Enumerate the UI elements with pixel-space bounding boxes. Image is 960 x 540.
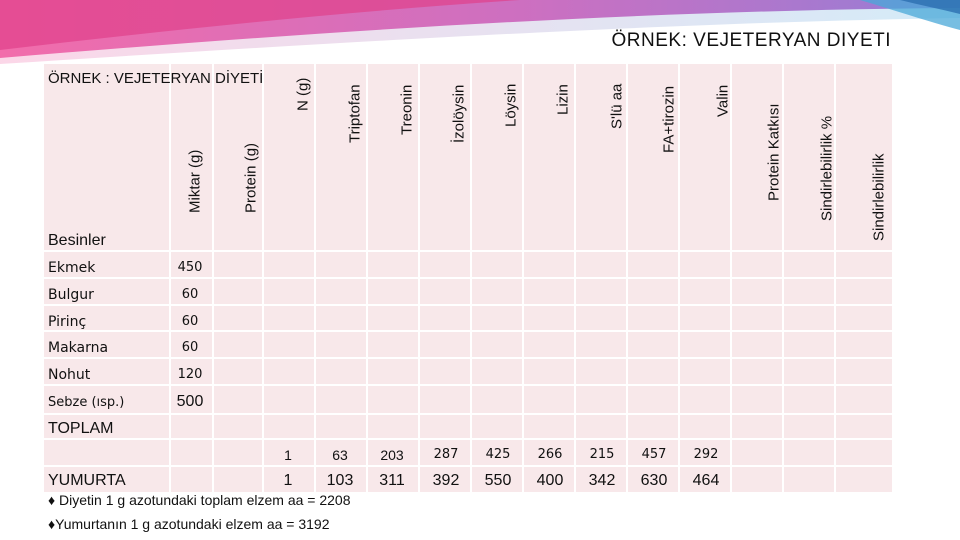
column-header-miktar: Miktar (g) — [170, 64, 220, 232]
column-header-label: Löysin — [502, 83, 520, 127]
total-value: 425 — [485, 447, 511, 462]
column-header-n: N (g) — [278, 64, 328, 232]
total-value: 1 — [284, 447, 292, 463]
food-amount: 60 — [181, 340, 199, 355]
column-header-lizin: Lizin — [538, 64, 588, 232]
column-header-loysin: Löysin — [486, 64, 536, 232]
column-header-label: FA+tirozin — [660, 85, 678, 153]
column-header-label: Sindirlebilirlik % — [818, 115, 836, 221]
total-value: 457 — [641, 447, 667, 462]
yumurta-value: 464 — [692, 472, 720, 489]
food-amount: 500 — [176, 393, 204, 410]
total-value: 266 — [537, 447, 563, 462]
grid-line — [44, 384, 892, 386]
note-egg-essential-aa: ♦Yumurtanın 1 g azotundaki elzem aa = 31… — [48, 516, 330, 532]
column-header-label: Protein (g) — [242, 142, 260, 213]
yumurta-value: 1 — [283, 472, 293, 489]
column-header-slu-aa: S'lü aa — [592, 64, 642, 232]
column-header-fa-tirozin: FA+tirozin — [644, 64, 694, 232]
total-value: 287 — [433, 447, 459, 462]
column-header-label: Treonin — [398, 84, 416, 135]
food-amount: 120 — [177, 367, 203, 382]
yumurta-value: 342 — [588, 472, 616, 489]
column-header-label: Protein Katkısı — [765, 103, 783, 201]
grid-line — [44, 304, 892, 306]
grid-line — [44, 465, 892, 467]
food-name: Bulgur — [48, 287, 94, 303]
column-header-valin: Valin — [698, 64, 748, 232]
diet-table: ÖRNEK : VEJETERYAN DİYETİ Miktar (g) Pro… — [44, 64, 892, 492]
column-header-label: N (g) — [294, 77, 312, 111]
yumurta-label: YUMURTA — [48, 472, 126, 489]
food-name: Nohut — [48, 367, 91, 383]
column-header-protein: Protein (g) — [226, 64, 276, 232]
yumurta-value: 550 — [484, 472, 512, 489]
column-header-label: Valin — [714, 84, 732, 117]
column-header-label: Lizin — [554, 84, 572, 115]
grid-line — [44, 413, 892, 415]
food-amount: 450 — [177, 260, 203, 275]
yumurta-value: 103 — [326, 472, 354, 489]
column-header-protein-katkisi: Protein Katkısı — [749, 64, 799, 232]
total-value: 292 — [693, 447, 719, 462]
food-name: Makarna — [48, 340, 109, 356]
food-name: Ekmek — [48, 260, 96, 276]
grid-line — [44, 250, 892, 252]
grid-line — [44, 330, 892, 332]
yumurta-value: 400 — [536, 472, 564, 489]
column-header-treonin: Treonin — [382, 64, 432, 232]
total-label: TOPLAM — [48, 420, 114, 437]
column-header-sindirilebilirlik: Sindirlebilirlik — [854, 64, 904, 241]
food-name: Pirinç — [48, 314, 87, 330]
food-amount: 60 — [181, 287, 199, 302]
section-label: Besinler — [48, 232, 106, 249]
grid-line — [44, 277, 892, 279]
column-header-label: İzolöysin — [450, 84, 468, 143]
column-header-sindirilebilirlik-yuzde: Sindirlebilirlik % — [802, 64, 852, 232]
column-header-label: S'lü aa — [608, 83, 626, 129]
total-value: 215 — [589, 447, 615, 462]
grid-line — [44, 438, 892, 440]
food-name: Sebze (ısp.) — [48, 395, 125, 410]
column-header-izoloysin: İzolöysin — [434, 64, 484, 232]
column-header-label: Triptofan — [346, 84, 364, 143]
slide-title: ÖRNEK: VEJETERYAN DIYETI — [611, 30, 891, 51]
table-title: ÖRNEK : VEJETERYAN DİYETİ — [48, 70, 264, 87]
food-amount: 60 — [181, 314, 199, 329]
yumurta-value: 392 — [432, 472, 460, 489]
grid-line — [44, 357, 892, 359]
note-total-essential-aa: ♦ Diyetin 1 g azotundaki toplam elzem aa… — [48, 492, 351, 508]
column-header-triptofan: Triptofan — [330, 64, 380, 232]
yumurta-value: 630 — [640, 472, 668, 489]
yumurta-value: 311 — [379, 472, 405, 489]
column-header-label: Sindirlebilirlik — [870, 153, 888, 241]
total-value: 63 — [332, 447, 348, 463]
total-value: 203 — [380, 447, 404, 463]
column-header-label: Miktar (g) — [186, 149, 204, 213]
